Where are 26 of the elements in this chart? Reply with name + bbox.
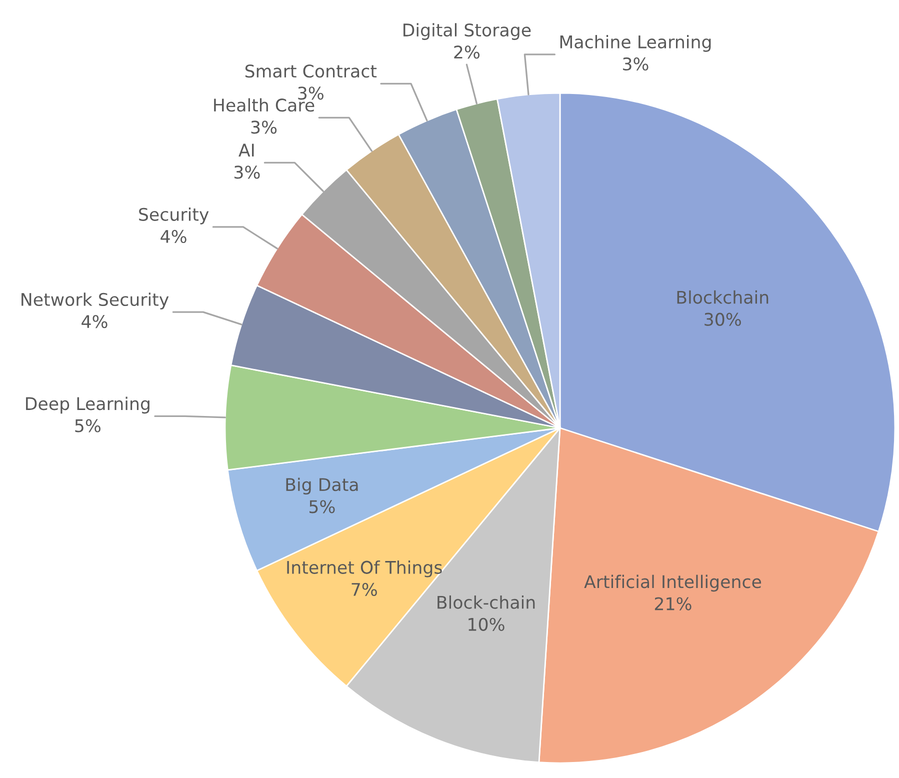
slice-label: Health Care bbox=[214, 98, 314, 112]
data-label: 5% bbox=[310, 500, 335, 514]
slice-label: Blockchain bbox=[677, 290, 768, 304]
data-label: 21% bbox=[654, 597, 692, 610]
slice-label: Big Data bbox=[286, 478, 358, 495]
slice-label: Smart Contract bbox=[245, 64, 377, 78]
data-label: 2% bbox=[454, 46, 480, 59]
data-label: 4% bbox=[82, 315, 108, 328]
data-label: 30% bbox=[704, 312, 741, 326]
slice-label: Deep Learning bbox=[26, 396, 150, 414]
slice-label: Artificial Intelligence bbox=[584, 574, 762, 592]
data-label: 4% bbox=[160, 230, 186, 244]
slice-label: Security bbox=[139, 208, 209, 224]
data-label: 3% bbox=[234, 166, 260, 179]
data-label: 5% bbox=[75, 419, 100, 432]
data-label: 7% bbox=[352, 582, 377, 596]
data-label: 10% bbox=[468, 618, 504, 631]
slice-label: Machine Learning bbox=[560, 35, 711, 52]
data-label: 3% bbox=[298, 86, 324, 100]
slice-label: Block-chain bbox=[438, 595, 535, 609]
slice-label: AI bbox=[238, 144, 254, 156]
slice-label: Digital Storage bbox=[404, 23, 531, 40]
data-label: 3% bbox=[623, 57, 648, 71]
slice-label: Network Security bbox=[22, 292, 169, 310]
data-label: 3% bbox=[251, 120, 277, 134]
slice-label: Internet Of Things bbox=[287, 560, 442, 578]
